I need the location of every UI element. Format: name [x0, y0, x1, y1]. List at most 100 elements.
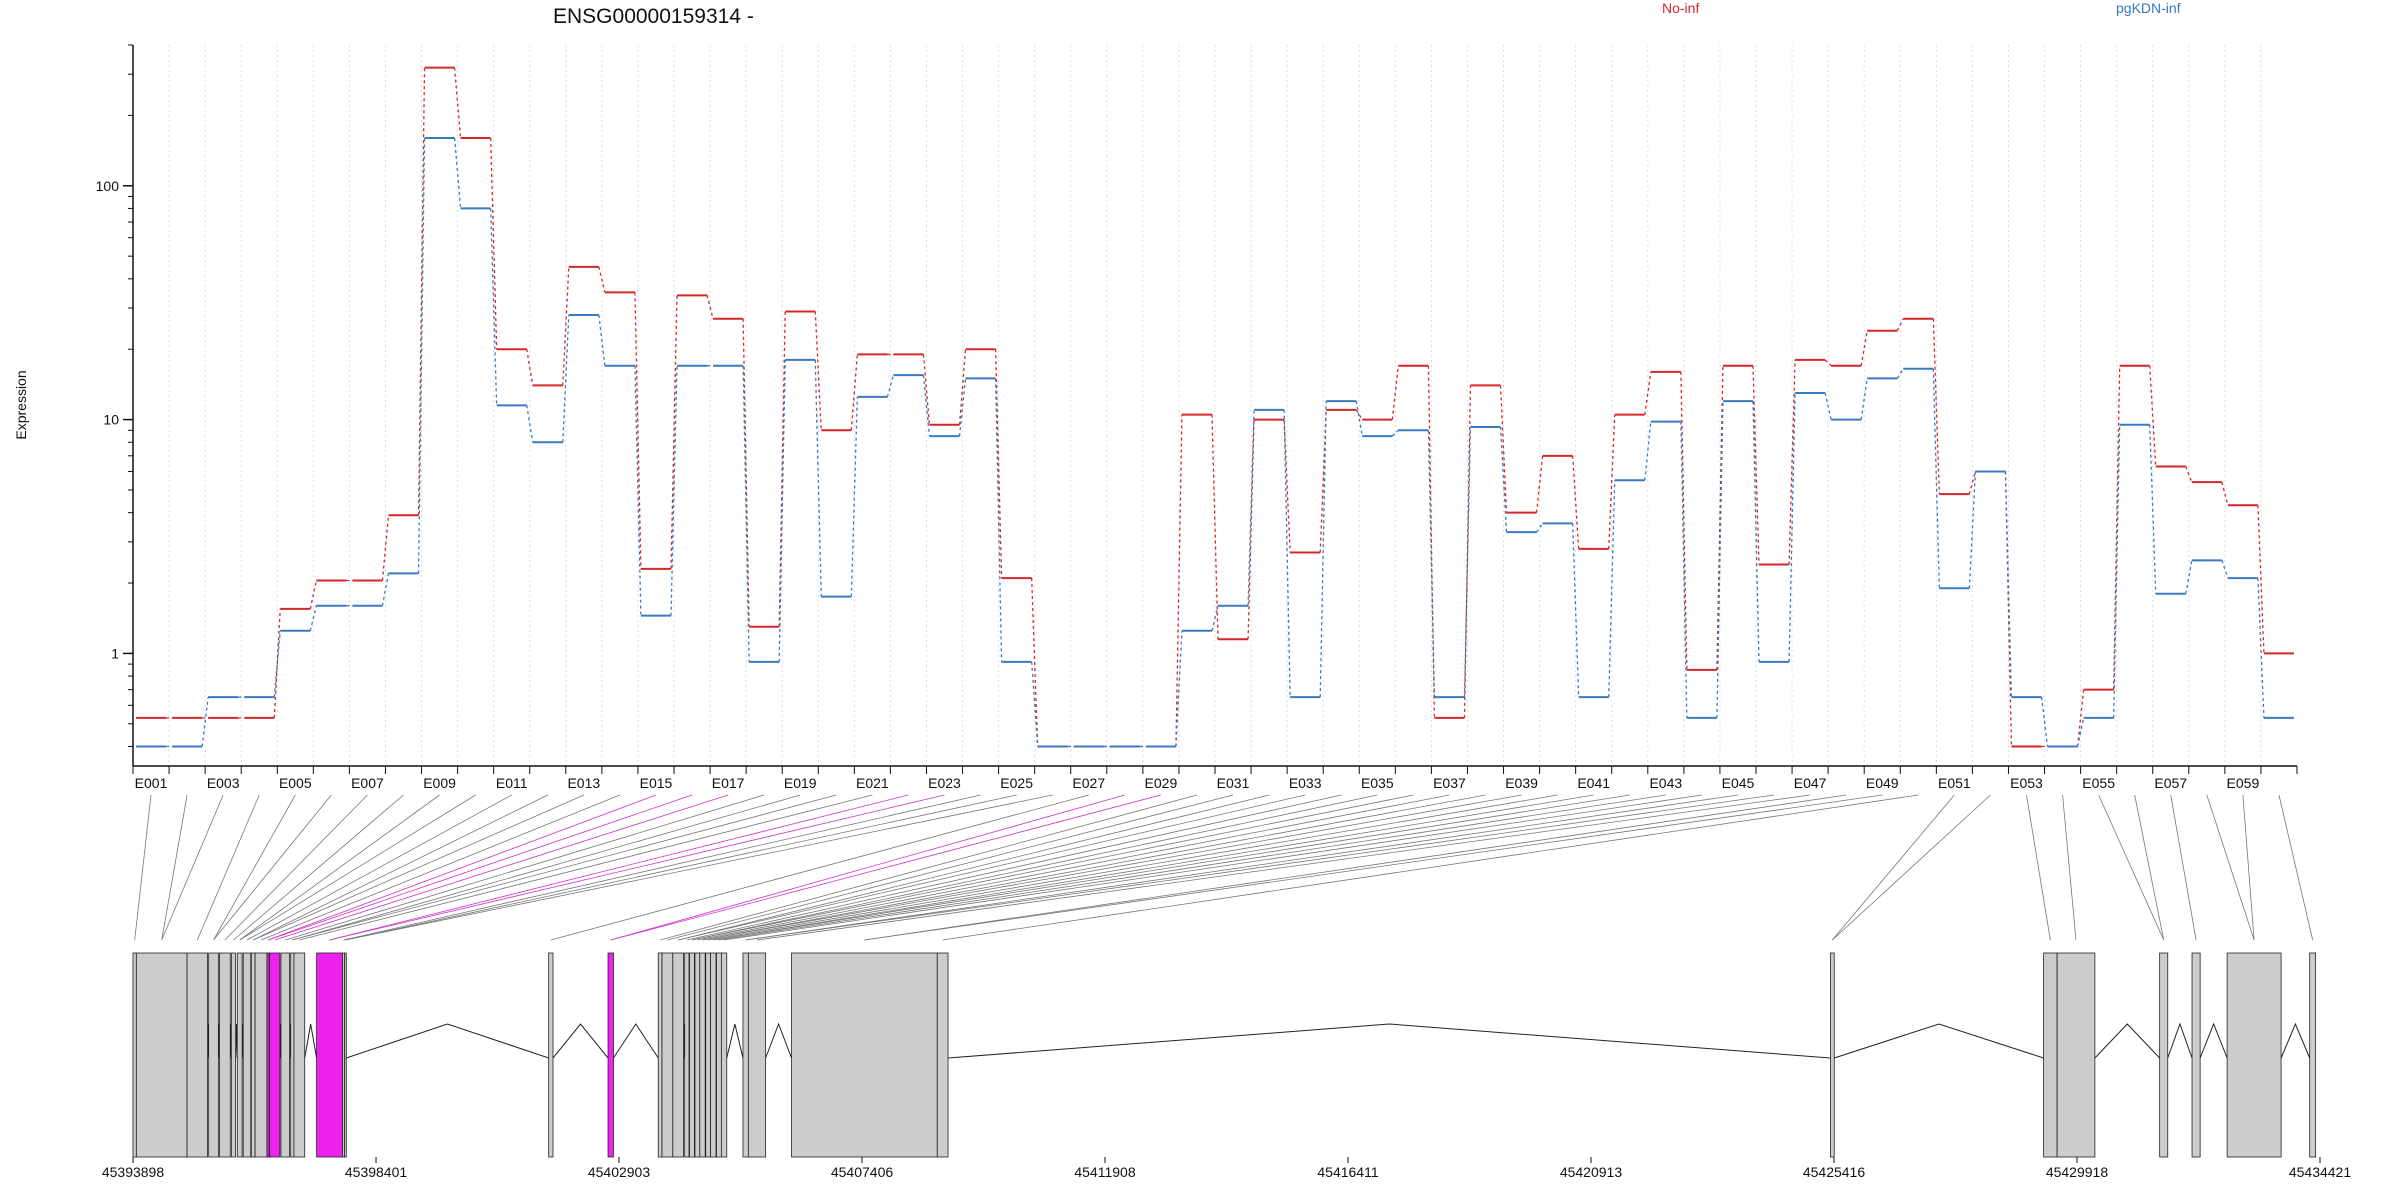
exon-block [657, 952, 663, 1158]
exon-connector [702, 794, 1522, 941]
x-tick-label: E033 [1289, 775, 1322, 791]
exon-connector [292, 794, 837, 941]
x-tick-label: E001 [135, 775, 168, 791]
exon-block [710, 952, 717, 1158]
exon-block [290, 952, 295, 1158]
coord-label: 45398401 [345, 1164, 408, 1180]
legend-label-no-inf: No-inf [1662, 0, 1699, 16]
x-tick-label: E049 [1866, 775, 1899, 791]
exon-connector [329, 794, 945, 941]
exon-block [132, 952, 137, 1158]
exon-connector [745, 794, 1739, 941]
x-tick-label: E035 [1361, 775, 1394, 791]
exon-connector [239, 794, 440, 941]
exon-connector [2242, 794, 2255, 941]
exon-block [2056, 952, 2096, 1158]
y-tick-label: 1 [111, 645, 119, 661]
exon-connector [713, 794, 1630, 941]
y-tick-label: 10 [103, 412, 119, 428]
coord-label: 45429918 [2046, 1164, 2109, 1180]
exon-block [2309, 952, 2317, 1158]
exon-connector [864, 794, 1883, 941]
exon-block [266, 952, 270, 1158]
exon-block [219, 952, 231, 1158]
exon-connector [253, 794, 584, 941]
x-tick-label: E055 [2082, 775, 2115, 791]
series-connector [166, 137, 2265, 748]
exon-block [254, 952, 268, 1158]
genomic-coordinate-axis: 45393898 45398401 45402903 45407406 45411908… [102, 1157, 2352, 1180]
exon-block [2191, 952, 2201, 1158]
exon-block [672, 952, 684, 1158]
exon-connector [239, 794, 476, 941]
intron-lines [207, 1022, 2311, 1059]
exon-block [694, 952, 701, 1158]
exon-block [720, 952, 728, 1158]
exon-connector [610, 794, 1125, 941]
exon-connector [292, 794, 801, 941]
exon-block [2159, 952, 2169, 1158]
exon-connector [2170, 794, 2197, 941]
x-tick-label: E011 [496, 775, 528, 791]
exon-block [242, 952, 252, 1158]
exon-connector [1832, 794, 1955, 941]
coord-label: 45434421 [2289, 1164, 2352, 1180]
x-tick-label: E039 [1505, 775, 1538, 791]
exon-connector [2134, 794, 2165, 941]
exon-connector [2098, 794, 2165, 941]
exon-block [661, 952, 674, 1158]
series-pgkdn-inf [136, 137, 2294, 748]
exon-block [1830, 952, 1835, 1158]
exon-block [548, 952, 554, 1158]
exon-block [186, 952, 208, 1158]
series-no-inf [136, 66, 2294, 748]
x-tick-label: E059 [2227, 775, 2260, 791]
exon-block [699, 952, 706, 1158]
y-axis-label: Expression [13, 370, 29, 439]
exon-connector [196, 794, 260, 941]
exon-connector [299, 794, 873, 941]
exon-connector [745, 794, 1775, 941]
x-tick-label: E013 [567, 775, 600, 791]
exon-connector [2062, 794, 2077, 941]
exon-connector [345, 794, 1053, 941]
x-tick-label: E037 [1433, 775, 1466, 791]
exon-connector [1832, 794, 1991, 941]
x-tick-label: E029 [1145, 775, 1178, 791]
exon-connector [2026, 794, 2051, 941]
gene-model [132, 952, 2317, 1158]
exon-connector [686, 794, 1342, 941]
y-axis: 1 10 100 [96, 44, 134, 766]
x-tick-label: E051 [1938, 775, 1971, 791]
exon-block [135, 952, 188, 1158]
exon-block [280, 952, 291, 1158]
exon-connector [285, 794, 765, 941]
exon-connectors [134, 794, 2314, 941]
x-tick-label: E031 [1217, 775, 1250, 791]
x-tick-label: E057 [2154, 775, 2187, 791]
grid [168, 45, 2262, 766]
exon-connector [718, 794, 1666, 941]
exon-connector [691, 794, 1414, 941]
exon-connector [253, 794, 548, 941]
x-tick-label: E025 [1000, 775, 1033, 791]
exon-connector [660, 794, 1198, 941]
exon-block [742, 952, 749, 1158]
exon-block [2043, 952, 2058, 1158]
exon-block [293, 952, 306, 1158]
exon-connector [246, 794, 512, 941]
x-tick-label: E015 [640, 775, 673, 791]
exon-block [747, 952, 767, 1158]
x-tick-label: E009 [423, 775, 456, 791]
y-tick-label: 100 [96, 178, 120, 194]
x-tick-label: E045 [1722, 775, 1755, 791]
x-tick-label: E053 [2010, 775, 2043, 791]
x-tick-label: E017 [712, 775, 745, 791]
coord-label: 45420913 [1560, 1164, 1623, 1180]
exon-connector [267, 794, 693, 941]
exon-block [236, 952, 243, 1158]
x-tick-label: E021 [856, 775, 889, 791]
x-tick-label: E005 [279, 775, 312, 791]
exon-connector [708, 794, 1558, 941]
exon-connector [697, 794, 1450, 941]
